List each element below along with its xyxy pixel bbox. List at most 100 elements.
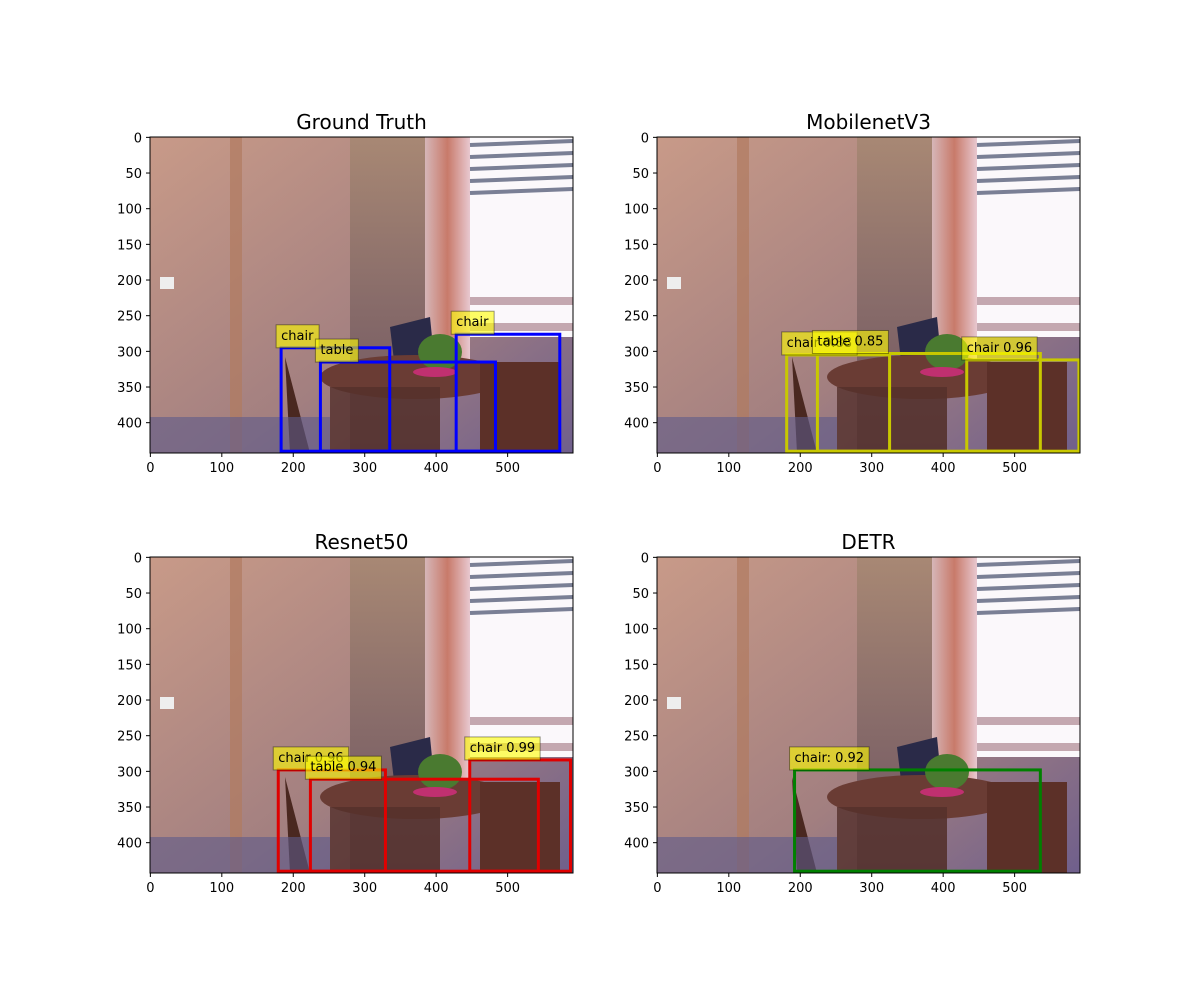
y-tick-label: 250 bbox=[624, 730, 649, 745]
bounding-box bbox=[815, 351, 1042, 453]
y-tick-label: 150 bbox=[624, 238, 649, 253]
y-tick-label: 100 bbox=[624, 203, 649, 218]
x-tick-label: 300 bbox=[352, 461, 377, 476]
axes-frame bbox=[149, 136, 574, 454]
y-tick-label: 0 bbox=[134, 131, 142, 146]
axes-frame bbox=[656, 556, 1081, 874]
label-text: table bbox=[320, 343, 353, 358]
y-tick-label: 350 bbox=[117, 381, 142, 396]
label-background bbox=[811, 329, 889, 354]
bounding-box bbox=[793, 768, 1042, 873]
box-label: chair 0.99 bbox=[464, 736, 541, 761]
label-text: table 0.94 bbox=[310, 760, 376, 775]
x-tick-label: 200 bbox=[788, 461, 813, 476]
y-tick-label: 50 bbox=[632, 587, 649, 602]
y-tick-label: 400 bbox=[117, 417, 142, 432]
x-tick-label: 300 bbox=[352, 881, 377, 896]
photo bbox=[148, 135, 575, 455]
axes-title: DETR bbox=[841, 530, 895, 554]
box-label: chair bbox=[450, 310, 495, 335]
y-tick-label: 150 bbox=[117, 658, 142, 673]
x-tick-label: 100 bbox=[716, 461, 741, 476]
axes-title: Resnet50 bbox=[315, 530, 409, 554]
x-tick-label: 400 bbox=[931, 881, 956, 896]
photo bbox=[148, 555, 575, 875]
y-tick-label: 200 bbox=[624, 694, 649, 709]
bounding-box bbox=[308, 777, 540, 873]
label-text: table 0.85 bbox=[817, 334, 883, 349]
y-tick-label: 200 bbox=[624, 274, 649, 289]
x-tick-label: 100 bbox=[209, 461, 234, 476]
x-tick-label: 0 bbox=[146, 461, 154, 476]
x-tick-label: 500 bbox=[495, 461, 520, 476]
photo bbox=[655, 135, 1082, 455]
photo bbox=[655, 555, 1082, 875]
label-background bbox=[961, 336, 1038, 361]
axes-frame bbox=[656, 136, 1081, 454]
y-tick-label: 350 bbox=[117, 801, 142, 816]
x-tick-label: 400 bbox=[424, 881, 449, 896]
label-background bbox=[304, 755, 382, 780]
box-label: table bbox=[314, 338, 359, 363]
x-tick-label: 0 bbox=[653, 881, 661, 896]
y-tick-label: 350 bbox=[624, 381, 649, 396]
label-text: chair bbox=[456, 315, 489, 330]
x-tick-label: 300 bbox=[859, 461, 884, 476]
x-tick-label: 500 bbox=[1002, 461, 1027, 476]
y-tick-label: 350 bbox=[624, 801, 649, 816]
box-label: chair: 0.92 bbox=[789, 746, 870, 771]
y-tick-label: 50 bbox=[125, 167, 142, 182]
x-tick-label: 500 bbox=[495, 881, 520, 896]
y-tick-label: 150 bbox=[624, 658, 649, 673]
label-background bbox=[314, 338, 359, 363]
label-text: chair bbox=[281, 329, 314, 344]
y-tick-label: 0 bbox=[134, 551, 142, 566]
x-tick-label: 200 bbox=[788, 881, 813, 896]
x-tick-label: 0 bbox=[653, 461, 661, 476]
box-label: table 0.85 bbox=[811, 329, 889, 354]
label-background bbox=[275, 324, 320, 349]
x-tick-label: 200 bbox=[281, 881, 306, 896]
y-tick-label: 200 bbox=[117, 694, 142, 709]
x-tick-label: 100 bbox=[716, 881, 741, 896]
label-text: chair 0.96 bbox=[967, 341, 1032, 356]
y-tick-label: 300 bbox=[117, 765, 142, 780]
x-tick-label: 200 bbox=[281, 461, 306, 476]
axes-frame bbox=[149, 556, 574, 874]
y-tick-label: 250 bbox=[624, 310, 649, 325]
y-tick-label: 400 bbox=[624, 837, 649, 852]
label-text: chair: 0.92 bbox=[795, 751, 865, 766]
y-tick-label: 50 bbox=[125, 587, 142, 602]
label-background bbox=[464, 736, 541, 761]
y-tick-label: 0 bbox=[641, 131, 649, 146]
y-tick-label: 300 bbox=[117, 345, 142, 360]
box-label: chair bbox=[275, 324, 320, 349]
y-tick-label: 250 bbox=[117, 730, 142, 745]
axes-title: MobilenetV3 bbox=[806, 110, 931, 134]
y-tick-label: 50 bbox=[632, 167, 649, 182]
y-tick-label: 400 bbox=[624, 417, 649, 432]
axes-title: Ground Truth bbox=[296, 110, 427, 134]
y-tick-label: 0 bbox=[641, 551, 649, 566]
y-tick-label: 250 bbox=[117, 310, 142, 325]
y-tick-label: 100 bbox=[117, 203, 142, 218]
x-tick-label: 400 bbox=[424, 461, 449, 476]
label-text: chair 0.99 bbox=[470, 741, 535, 756]
y-tick-label: 300 bbox=[624, 345, 649, 360]
x-tick-label: 500 bbox=[1002, 881, 1027, 896]
y-tick-label: 100 bbox=[117, 623, 142, 638]
box-label: chair 0.96 bbox=[961, 336, 1038, 361]
label-background bbox=[789, 746, 870, 771]
y-tick-label: 400 bbox=[117, 837, 142, 852]
x-tick-label: 100 bbox=[209, 881, 234, 896]
x-tick-label: 0 bbox=[146, 881, 154, 896]
bounding-box bbox=[454, 332, 562, 453]
bounding-box bbox=[318, 360, 497, 453]
y-tick-label: 150 bbox=[117, 238, 142, 253]
x-tick-label: 300 bbox=[859, 881, 884, 896]
x-tick-label: 400 bbox=[931, 461, 956, 476]
box-label: table 0.94 bbox=[304, 755, 382, 780]
y-tick-label: 200 bbox=[117, 274, 142, 289]
y-tick-label: 300 bbox=[624, 765, 649, 780]
